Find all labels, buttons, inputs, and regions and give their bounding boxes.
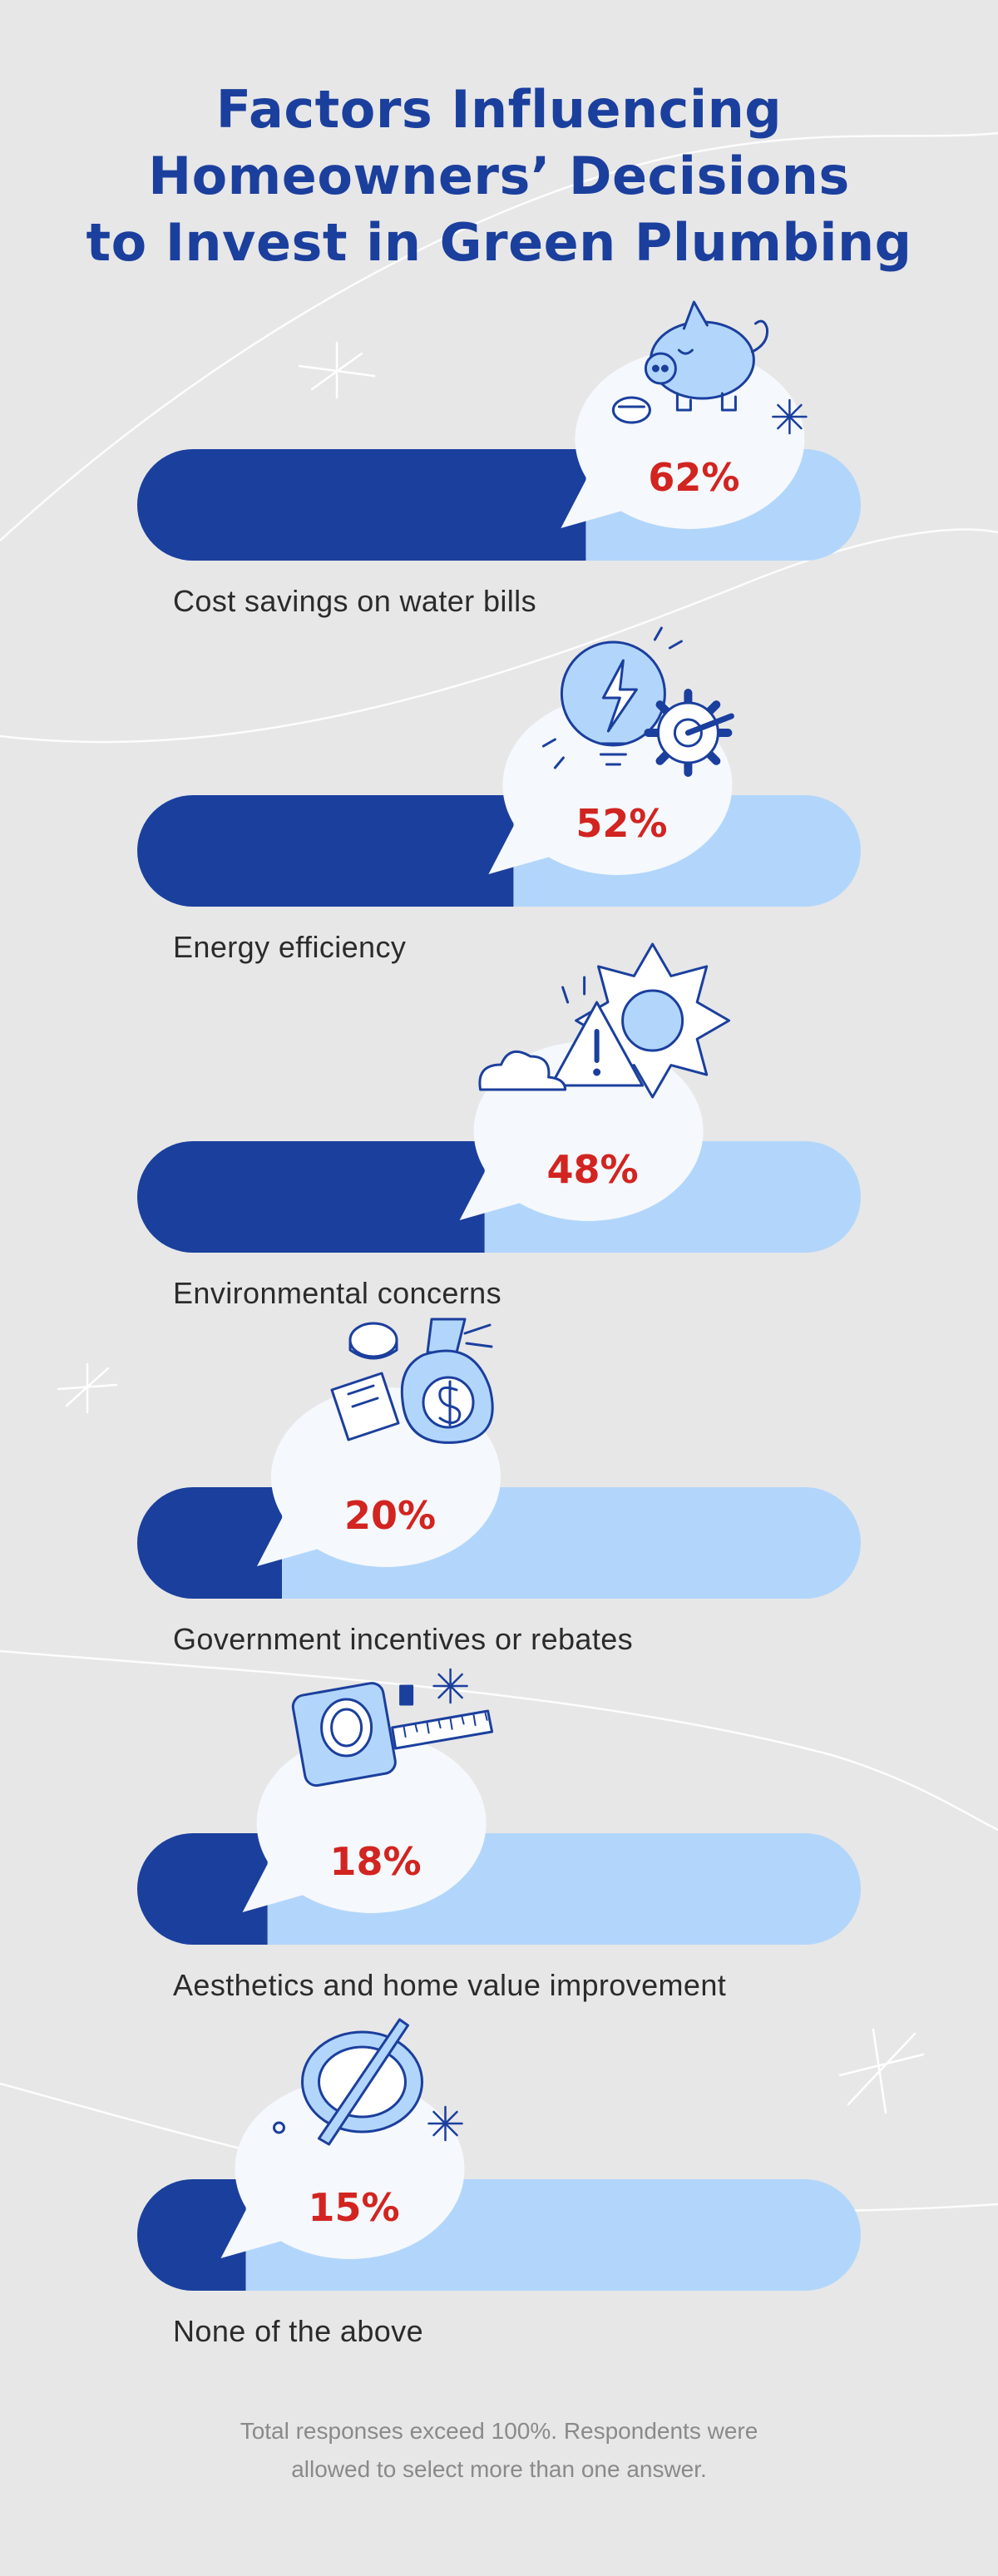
category-label: Government incentives or rebates [173,1622,634,1656]
bubble-tail [242,1848,322,1912]
bubble-tail [257,1502,336,1566]
value-label: 15% [308,2185,399,2230]
category-label: Cost savings on water bills [173,584,536,618]
bar-fill [137,1141,485,1253]
value-label: 48% [547,1147,639,1192]
bar-fill [137,2179,246,2291]
bar-fill [137,1487,282,1599]
bar-group: 62% [137,300,861,561]
bubble-tail [561,464,640,528]
bubble-body [575,349,805,529]
value-bubble [220,2079,465,2259]
bubble-body [235,2079,465,2259]
bar-fill [137,449,586,561]
money-bag-icon [330,1318,494,1444]
category-label: Aesthetics and home value improvement [173,1968,727,2002]
bar-group: 48% [137,942,861,1253]
tape-measure-icon [291,1668,494,1787]
weather-warning-icon [478,942,731,1099]
value-bubble [561,349,805,529]
bubble-tail [488,810,568,874]
bar-group: 15% [137,2018,861,2291]
title-line-3: to Invest in Green Plumbing [86,212,912,273]
bar-group: 18% [137,1668,861,1945]
title-line-1: Factors Influencing [215,79,783,140]
lightbulb-gear-icon [541,626,734,777]
title-line-2: Homeowners’ Decisions [148,146,850,206]
bubble-tail [220,2194,300,2258]
page-title: Factors Influencing Homeowners’ Decision… [0,77,998,276]
footnote-line-1: Total responses exceed 100%. Respondents… [240,2418,758,2444]
value-label: 62% [648,455,739,500]
value-label: 20% [344,1493,436,1538]
category-label: Energy efficiency [173,930,407,964]
piggy-bank-icon [611,300,808,435]
value-label: 52% [576,801,667,846]
bar-group: 52% [137,626,861,907]
prohibited-icon [273,2018,463,2146]
category-label: None of the above [173,2314,424,2348]
bar-fill [137,1833,268,1945]
footnote-line-2: allowed to select more than one answer. [291,2456,707,2482]
category-label: Environmental concerns [173,1276,501,1310]
value-label: 18% [330,1839,422,1884]
bar-group: 20% [137,1318,861,1599]
bubble-tail [459,1156,539,1220]
bar-fill [137,795,514,907]
footnote: Total responses exceed 100%. Respondents… [0,2412,998,2489]
